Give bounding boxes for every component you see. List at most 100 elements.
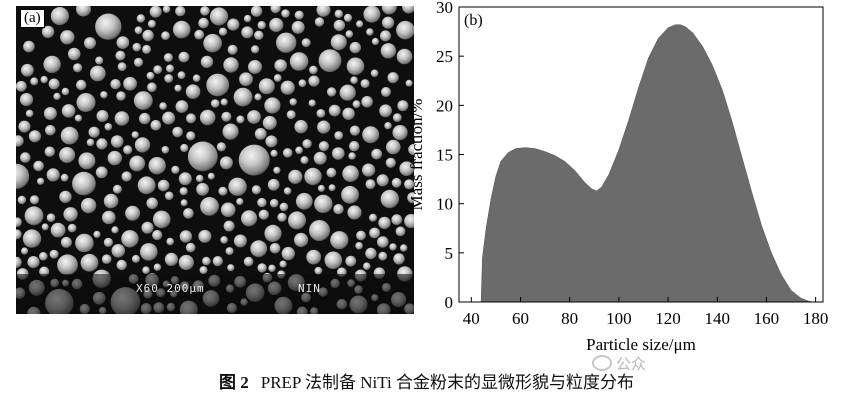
powder-particle (76, 93, 96, 112)
powder-particle (129, 155, 146, 172)
powder-particle (207, 172, 215, 180)
y-tick-label: 0 (445, 293, 454, 312)
powder-particle (220, 98, 228, 106)
powder-particle (282, 148, 293, 158)
powder-particle (153, 65, 163, 74)
powder-particle (134, 137, 151, 153)
powder-particle (163, 53, 173, 63)
powder-particle (175, 6, 186, 17)
powder-particle (40, 75, 48, 84)
powder-particle (400, 244, 408, 252)
powder-particle (123, 76, 137, 91)
powder-particle (257, 21, 266, 30)
x-axis-ticks: 40 60 80 100 120 140 160 180 (463, 297, 828, 328)
powder-particle (332, 147, 345, 160)
powder-particle (177, 71, 186, 80)
powder-particle (236, 198, 244, 206)
powder-particle (179, 230, 193, 243)
powder-particle (248, 60, 262, 74)
panel-a-label: (a) (20, 9, 45, 28)
powder-particle (50, 7, 69, 26)
powder-particle (16, 163, 30, 189)
powder-particle (264, 224, 282, 242)
powder-particle (80, 197, 97, 214)
powder-particle (116, 36, 130, 49)
powder-particle (365, 247, 377, 260)
powder-particle (342, 107, 355, 121)
powder-particle (142, 44, 152, 54)
powder-particle (149, 6, 162, 18)
powder-particle (50, 222, 66, 238)
powder-particle (289, 52, 309, 71)
powder-particle (247, 110, 261, 124)
powder-particle (37, 177, 45, 185)
x-tick-label: 80 (561, 309, 578, 328)
powder-particle (21, 63, 34, 77)
powder-particle (104, 123, 113, 131)
powder-particle (328, 184, 336, 192)
powder-particle (43, 107, 57, 120)
sem-lab-text: NIN (298, 282, 321, 295)
powder-particle (219, 156, 233, 170)
powder-particle (84, 37, 96, 50)
powder-particle (164, 74, 174, 83)
powder-particle (250, 6, 263, 17)
powder-particle (371, 148, 383, 160)
powder-particle (227, 18, 240, 31)
powder-particle (366, 28, 374, 36)
powder-particle (258, 209, 269, 220)
powder-particle (137, 176, 156, 195)
powder-particle (199, 109, 216, 126)
powder-particle (270, 6, 281, 14)
powder-particle (269, 198, 279, 208)
powder-particle (318, 141, 329, 152)
powder-particle (345, 255, 357, 267)
powder-particle (125, 205, 141, 221)
powder-particle (110, 135, 124, 148)
powder-particle (116, 259, 127, 271)
powder-particle (316, 109, 326, 118)
powder-particle (63, 207, 78, 222)
powder-particle (281, 246, 295, 261)
powder-particle (257, 197, 267, 208)
powder-particle (22, 229, 42, 248)
powder-particle (365, 179, 376, 190)
powder-particle (241, 210, 258, 227)
powder-particle (254, 93, 262, 101)
powder-particle (306, 249, 322, 265)
powder-particle (349, 141, 360, 152)
powder-particle (194, 29, 205, 40)
powder-particle (349, 41, 361, 54)
powder-particle (370, 69, 379, 78)
powder-particle (270, 149, 278, 157)
powder-particle (407, 192, 414, 204)
powder-particle (250, 240, 268, 258)
powder-particle (265, 135, 278, 148)
powder-particle (41, 223, 49, 231)
powder-particle (281, 9, 290, 18)
x-tick-label: 120 (655, 309, 681, 328)
powder-particle (101, 254, 112, 264)
powder-particle (378, 251, 388, 261)
powder-particle (112, 184, 122, 194)
powder-particle (405, 79, 413, 87)
powder-particle (16, 229, 22, 240)
powder-particle (147, 19, 156, 28)
powder-particle (402, 6, 414, 14)
powder-particle (161, 31, 170, 41)
powder-particle (18, 120, 31, 133)
y-axis-ticks: 0 5 10 15 20 25 30 (436, 0, 464, 312)
powder-particle (295, 192, 313, 210)
powder-particle (295, 146, 303, 155)
x-tick-label: 40 (463, 309, 480, 328)
chart-svg: 40 60 80 100 120 140 160 180 0 5 10 15 20 25 30 (b) P… (407, 0, 828, 354)
powder-particle (103, 193, 119, 209)
powder-particle (136, 14, 146, 23)
powder-particle (239, 72, 253, 87)
powder-particle (289, 98, 297, 106)
powder-particle (185, 242, 196, 253)
powder-particle (111, 226, 119, 234)
powder-particle (140, 243, 158, 261)
powder-particle (162, 111, 176, 125)
powder-particle (164, 191, 174, 201)
